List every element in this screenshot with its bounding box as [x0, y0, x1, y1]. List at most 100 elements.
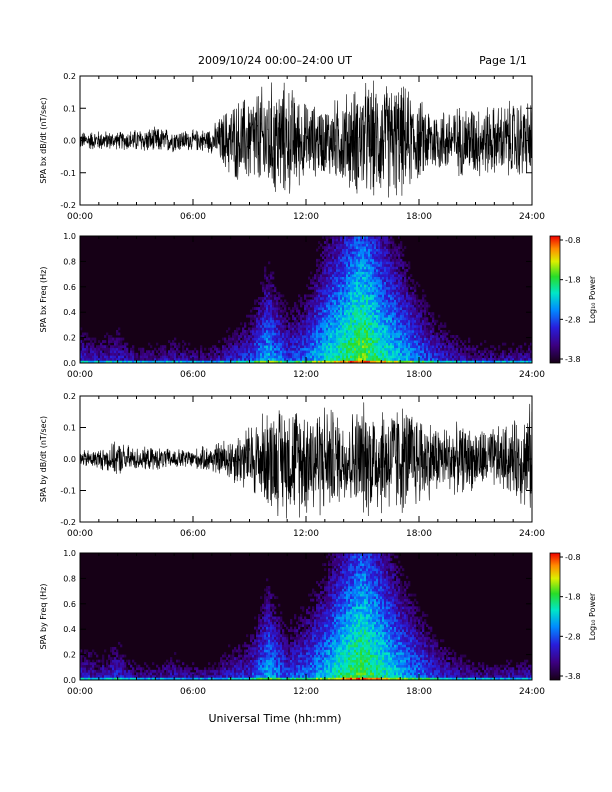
- spectrogram-cell: [498, 360, 501, 363]
- spectrogram-cell: [362, 322, 365, 326]
- spectrogram-cell: [316, 317, 319, 321]
- spectrogram-cell: [296, 360, 299, 363]
- spectrogram-cell: [130, 357, 133, 361]
- spectrogram-cell: [190, 674, 193, 678]
- spectrogram-cell: [390, 337, 393, 341]
- spectrogram-cell: [182, 350, 185, 354]
- spectrogram-cell: [320, 335, 323, 338]
- spectrogram-cell: [382, 332, 385, 336]
- spectrogram-cell: [358, 352, 361, 356]
- spectrogram-cell: [386, 289, 389, 293]
- spectrogram-cell: [324, 329, 327, 333]
- spectrogram-cell: [352, 317, 355, 321]
- spectrogram-cell: [352, 332, 355, 336]
- spectrogram-cell: [438, 352, 441, 356]
- spectrogram-cell: [326, 329, 329, 333]
- spectrogram-cell: [110, 649, 113, 653]
- spectrogram-cell: [472, 357, 475, 361]
- spectrogram-cell: [360, 284, 363, 288]
- spectrogram-cell: [272, 314, 275, 318]
- spectrogram-cell: [388, 243, 391, 247]
- spectrogram-cell: [508, 357, 511, 361]
- spectrogram-cell: [470, 350, 473, 354]
- spectrogram-cell: [384, 327, 387, 331]
- spectrogram-cell: [364, 294, 367, 298]
- spectrogram-cell: [358, 324, 361, 328]
- spectrogram-cell: [328, 324, 331, 328]
- spectrogram-cell: [418, 309, 421, 313]
- spectrogram-cell: [210, 360, 213, 363]
- spectrogram-cell: [102, 347, 105, 351]
- spectrogram-cell: [332, 243, 335, 247]
- spectrogram-cell: [348, 317, 351, 321]
- spectrogram-cell: [384, 238, 387, 242]
- spectrogram-cell: [348, 322, 351, 326]
- spectrogram-cell: [90, 654, 93, 658]
- spectrogram-cell: [190, 677, 193, 680]
- spectrogram-cell: [408, 342, 411, 346]
- spectrogram-cell: [354, 258, 357, 262]
- spectrogram-cell: [426, 327, 429, 331]
- spectrogram-cell: [370, 266, 373, 270]
- spectrogram-cell: [388, 319, 391, 323]
- spectrogram-cell: [116, 329, 119, 333]
- spectrogram-cell: [356, 246, 359, 249]
- spectrogram-cell: [358, 281, 361, 285]
- spectrogram-cell: [344, 289, 347, 293]
- spectrogram-cell: [266, 319, 269, 323]
- spectrogram-cell: [346, 357, 349, 361]
- spectrogram-cell: [328, 271, 331, 275]
- spectrogram-cell: [326, 246, 329, 249]
- spectrogram-cell: [96, 664, 99, 668]
- spectrogram-cell: [362, 355, 365, 359]
- spectrogram-cell: [380, 304, 383, 308]
- spectrogram-cell: [218, 350, 221, 354]
- spectrogram-cell: [366, 345, 369, 349]
- spectrogram-cell: [364, 317, 367, 321]
- spectrogram-cell: [122, 674, 125, 678]
- spectrogram-cell: [282, 340, 285, 343]
- spectrogram-cell: [80, 654, 83, 658]
- spectrogram-cell: [378, 296, 381, 300]
- spectrogram-cell: [414, 329, 417, 333]
- spectrogram-cell: [392, 342, 395, 346]
- spectrogram-cell: [392, 347, 395, 351]
- spectrogram-cell: [386, 319, 389, 323]
- spectrogram-cell: [288, 350, 291, 354]
- spectrogram-cell: [530, 352, 532, 356]
- spectrogram-cell: [340, 337, 343, 341]
- spectrogram-cell: [390, 360, 393, 363]
- spectrogram-cell: [86, 664, 89, 668]
- spectrogram-cell: [370, 350, 373, 354]
- y-tick-label: 0.8: [63, 257, 76, 266]
- spectrogram-cell: [268, 357, 271, 361]
- spectrogram-cell: [362, 263, 365, 267]
- spectrogram-cell: [460, 357, 463, 361]
- spectrogram-cell: [388, 357, 391, 361]
- spectrogram-cell: [96, 350, 99, 354]
- spectrogram-cell: [360, 302, 363, 305]
- spectrogram-cell: [236, 329, 239, 333]
- spectrogram-cell: [360, 286, 363, 290]
- spectrogram-cell: [310, 345, 313, 349]
- spectrogram-cell: [346, 332, 349, 336]
- spectrogram-cell: [214, 347, 217, 351]
- spectrogram-cell: [350, 322, 353, 326]
- spectrogram-cell: [402, 309, 405, 313]
- spectrogram-cell: [378, 324, 381, 328]
- spectrogram-cell: [406, 294, 409, 298]
- spectrogram-cell: [356, 312, 359, 316]
- spectrogram-cell: [322, 345, 325, 349]
- spectrogram-cell: [334, 291, 337, 295]
- spectrogram-cell: [410, 324, 413, 328]
- spectrogram-cell: [300, 342, 303, 346]
- spectrogram-cell: [380, 352, 383, 356]
- spectrogram-cell: [82, 335, 85, 338]
- spectrogram-cell: [328, 274, 331, 277]
- spectrogram-cell: [362, 281, 365, 285]
- spectrogram-cell: [100, 677, 103, 680]
- spectrogram-cell: [366, 279, 369, 283]
- spectrogram-cell: [376, 294, 379, 298]
- spectrogram-cell: [412, 345, 415, 349]
- spectrogram-cell: [334, 266, 337, 270]
